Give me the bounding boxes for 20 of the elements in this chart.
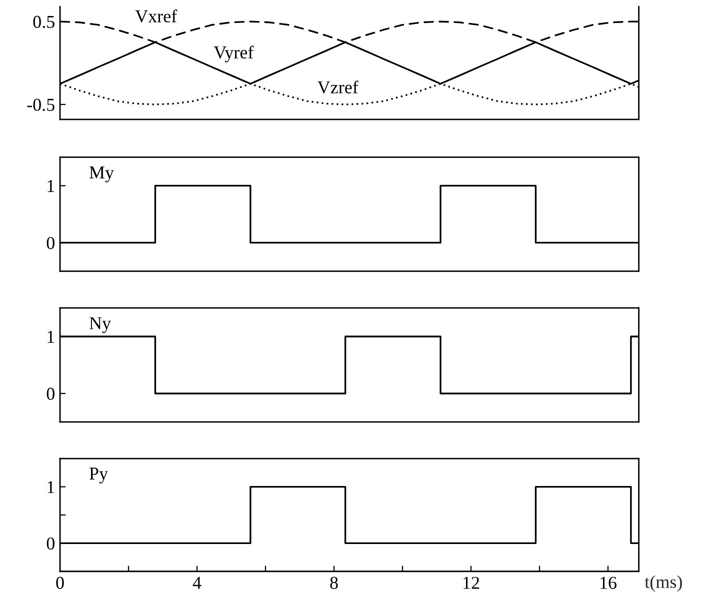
x-tick-label: 8 [330,576,338,589]
text: Py [89,468,108,484]
x-tick-label: 0 [56,576,64,589]
y-tick-label: 1 [48,330,54,343]
x-tick-label: 4 [192,576,202,589]
x-axis-title: t(ms) [644,575,682,592]
series-label: Vyref [214,46,254,62]
x-tick-label: 12 [464,576,480,589]
series-label: Ny [89,317,111,334]
y-tick-label: 0 [46,537,54,550]
x-tick-label: 16 [600,576,616,589]
y-tick-label: -0.5 [27,98,54,111]
y-tick-label: 0 [46,388,54,400]
y-tick-label: 0 [46,236,54,250]
series-label: Vzref [318,80,358,94]
series-label: Vxref [135,10,178,22]
text: My [89,166,114,182]
y-tick-label: 1 [48,180,54,192]
y-tick-label: 0.5 [33,16,54,28]
y-tick-label: 1 [48,481,54,494]
